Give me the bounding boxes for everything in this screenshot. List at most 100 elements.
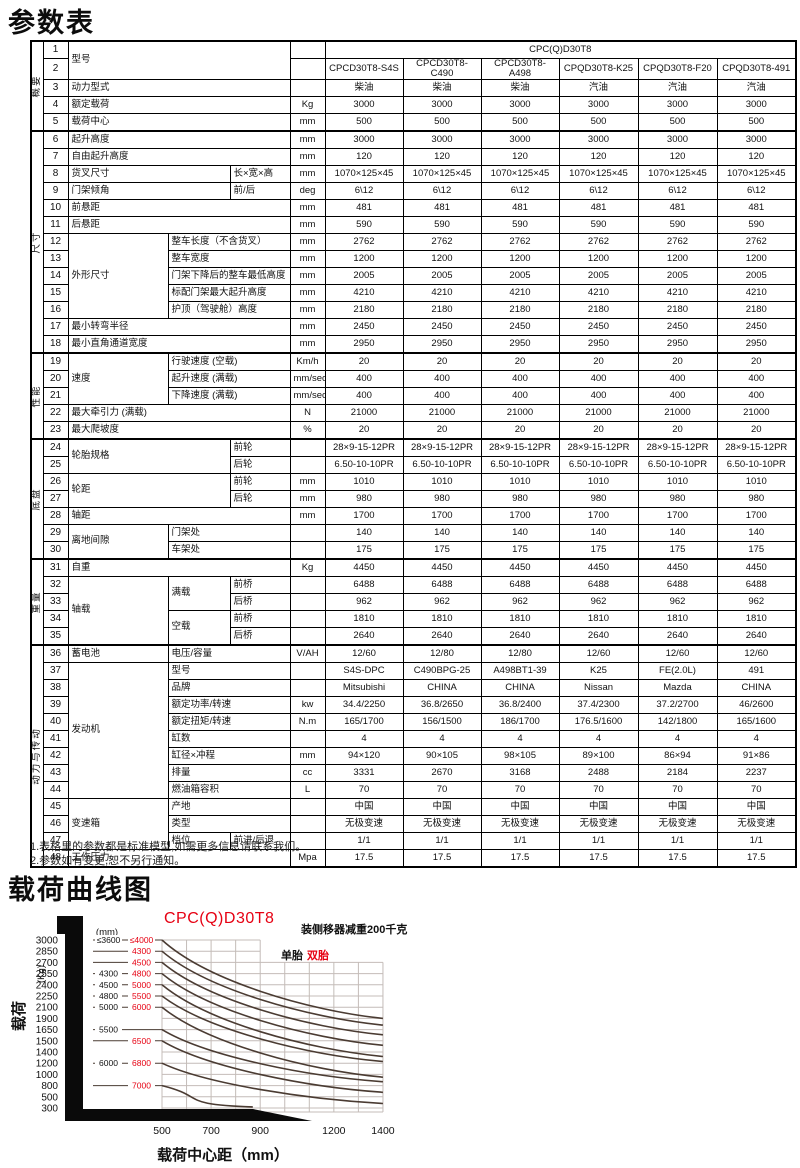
spec-value: 2762 — [402, 232, 482, 251]
spec-value: 2950 — [402, 334, 482, 354]
spec-value: 1700 — [558, 506, 639, 525]
row-number: 10 — [42, 198, 69, 217]
spec-value: 590 — [324, 215, 404, 234]
spec-value: 140 — [324, 523, 404, 542]
spec-value: 2184 — [637, 763, 718, 782]
spec-value: 3000 — [637, 95, 718, 114]
spec-value: 4450 — [480, 557, 560, 577]
param-name: 空载 — [167, 609, 231, 646]
spec-value: 中国 — [324, 797, 404, 816]
spec-value: 6\12 — [558, 181, 639, 200]
spec-value: 2005 — [558, 266, 639, 285]
spec-value: 120 — [637, 147, 718, 166]
spec-value: 36.8/2650 — [402, 695, 482, 714]
spec-value: 2762 — [637, 232, 718, 251]
chart-title: CPC(Q)D30T8 — [164, 910, 274, 927]
spec-value: 4210 — [637, 283, 718, 302]
page-title-spec-table: 参数表 — [8, 8, 95, 38]
spec-value: 89×100 — [558, 746, 639, 765]
row-number: 38 — [42, 678, 69, 697]
spec-value: 500 — [402, 112, 482, 132]
y-tick: 300 — [41, 1104, 58, 1115]
spec-value: 6\12 — [324, 181, 404, 200]
spec-value: 6488 — [402, 575, 482, 594]
label-bg — [95, 968, 122, 978]
row-number: 46 — [42, 814, 69, 833]
spec-value: 4210 — [324, 283, 404, 302]
spec-value: 34.4/2250 — [324, 695, 404, 714]
spec-value: 590 — [637, 215, 718, 234]
dual-tire-mast-label: ≤4000 — [130, 935, 154, 945]
unit-cell: mm — [289, 266, 326, 285]
label-bg — [128, 1058, 155, 1068]
x-axis-label: 载荷中心距（mm） — [157, 1146, 289, 1164]
param-name: 额定功率/转速 — [167, 695, 291, 714]
param-name: 后轮 — [229, 455, 291, 474]
spec-value: 柴油 — [402, 78, 482, 97]
spec-value: 20 — [716, 351, 797, 371]
single-tire-mast-label: 5500 — [99, 1025, 118, 1035]
param-name: 后桥 — [229, 626, 291, 646]
spec-value: 481 — [558, 198, 639, 217]
spec-value: 156/1500 — [402, 712, 482, 731]
load-curve — [161, 1084, 253, 1108]
param-sub: 前轮 — [229, 472, 291, 491]
dual-tire-mast-label: 4300 — [132, 946, 151, 956]
spec-value: 165/1700 — [324, 712, 404, 731]
row-number: 9 — [42, 181, 69, 200]
footnote-1: 1.表格里的参数都是标准模型,如需更多信息请联系我们。 — [30, 841, 307, 853]
spec-value: 21000 — [324, 403, 404, 422]
spec-value: 4210 — [402, 283, 482, 302]
fork-shank — [65, 916, 83, 1112]
spec-value: 1010 — [480, 472, 560, 491]
spec-value: 6488 — [637, 575, 718, 594]
spec-value: 140 — [480, 523, 560, 542]
spec-value: 70 — [324, 780, 404, 799]
load-curve-svg: 3000285027002550240022502100190016501500… — [10, 910, 407, 1164]
spec-value: 1070×125×45 — [324, 164, 404, 183]
spec-value: 4210 — [558, 283, 639, 302]
y-tick: 2400 — [36, 980, 59, 991]
unit-cell — [289, 626, 326, 646]
load-curve — [161, 1028, 383, 1083]
spec-value: 1810 — [558, 609, 639, 628]
spec-value: 1/1 — [637, 831, 718, 850]
unit-cell: N — [289, 403, 326, 422]
spec-value: C490BPG-25 — [402, 661, 482, 680]
unit-cell: mm — [289, 112, 326, 132]
param-name: 前悬距 — [67, 198, 291, 217]
spec-value: 2005 — [716, 266, 797, 285]
row-number: 40 — [42, 712, 69, 731]
label-bg — [128, 1002, 155, 1012]
spec-value: 1700 — [402, 506, 482, 525]
row-number: 18 — [42, 334, 69, 354]
spec-value: 142/1800 — [637, 712, 718, 731]
spec-value: 21000 — [480, 403, 560, 422]
row-number: 28 — [42, 506, 69, 525]
unit-cell: L — [289, 780, 326, 799]
param-name: 最小转弯半径 — [67, 317, 291, 336]
row-number: 32 — [42, 575, 69, 594]
spec-value: 20 — [637, 420, 718, 440]
param-name: 后悬距 — [67, 215, 291, 234]
spec-value: 400 — [324, 369, 404, 388]
spec-value: 500 — [480, 112, 560, 132]
param-name: 起升速度 (满载) — [167, 369, 291, 388]
spec-value: 400 — [324, 386, 404, 405]
y-tick: 2550 — [36, 969, 59, 980]
spec-value: 175 — [324, 540, 404, 560]
legend-dual-tire: 双胎 — [307, 948, 329, 962]
spec-value: 17.5 — [402, 848, 482, 868]
spec-value: 1/1 — [402, 831, 482, 850]
spec-value: 2180 — [558, 300, 639, 319]
spec-value: 4450 — [402, 557, 482, 577]
spec-value: CHINA — [402, 678, 482, 697]
y-tick: 2700 — [36, 958, 59, 969]
spec-value: 6488 — [558, 575, 639, 594]
param-name: 发动机 — [67, 661, 169, 799]
spec-value: 70 — [558, 780, 639, 799]
row-number: 39 — [42, 695, 69, 714]
load-curve — [161, 1062, 383, 1105]
spec-value: 2180 — [324, 300, 404, 319]
param-sub: 电压/容量 — [167, 643, 291, 663]
